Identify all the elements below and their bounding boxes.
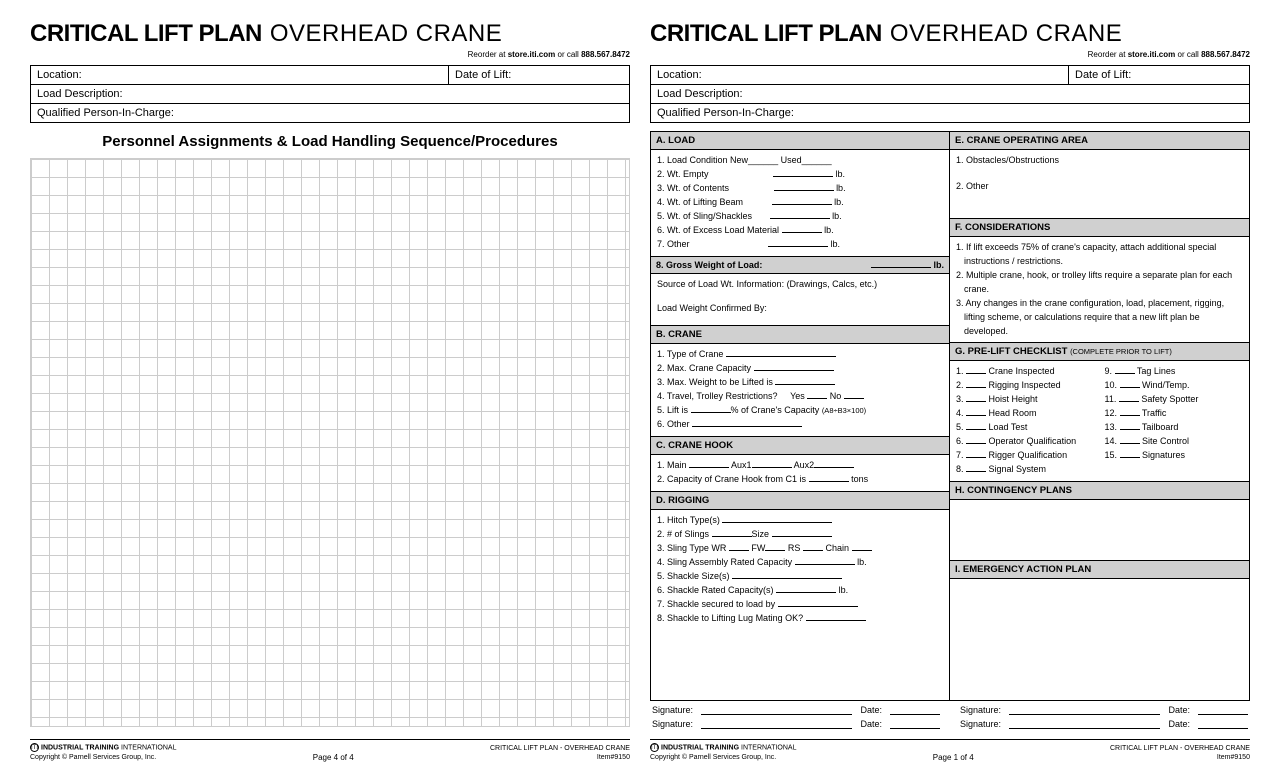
date-field[interactable]: Date of Lift: [449,66,629,84]
section-f: 1. If lift exceeds 75% of crane's capaci… [950,237,1249,343]
emergency-box[interactable] [950,579,1249,700]
logo-icon: ITI [650,743,659,752]
section-f-head: F. CONSIDERATIONS [950,218,1249,237]
section-c-head: C. CRANE HOOK [651,436,949,455]
title-light: OVERHEAD CRANE [270,20,502,48]
section-b-head: B. CRANE [651,325,949,344]
section-b[interactable]: 1. Type of Crane 2. Max. Crane Capacity … [651,344,949,436]
page-number: Page 4 of 4 [313,753,354,762]
qpc-field[interactable]: Qualified Person-In-Charge: [651,103,1249,122]
header-box: Location: Date of Lift: Load Description… [30,65,630,123]
grid-writing-area[interactable] [30,158,630,727]
section-e-head: E. CRANE OPERATING AREA [950,132,1249,150]
section-a-head: A. LOAD [651,132,949,150]
page-1: CRITICAL LIFT PLAN OVERHEAD CRANE Reorde… [650,20,1250,762]
title: CRITICAL LIFT PLAN OVERHEAD CRANE [30,20,630,48]
load-desc-field[interactable]: Load Description: [31,84,629,103]
section-i-head: I. EMERGENCY ACTION PLAN [950,560,1249,579]
load-desc-field[interactable]: Load Description: [651,84,1249,103]
section-d-head: D. RIGGING [651,491,949,510]
title: CRITICAL LIFT PLAN OVERHEAD CRANE [650,20,1250,48]
date-field[interactable]: Date of Lift: [1069,66,1249,84]
gross-weight[interactable]: 8. Gross Weight of Load: lb. [651,256,949,274]
footer: ITIINDUSTRIAL TRAINING INTERNATIONAL Cop… [650,739,1250,762]
section-a[interactable]: 1. Load Condition New______ Used______ 2… [651,150,949,256]
section-e[interactable]: 1. Obstacles/Obstructions 2. Other [950,150,1249,218]
page-4: CRITICAL LIFT PLAN OVERHEAD CRANE Reorde… [30,20,630,762]
contingency-box[interactable] [950,500,1249,561]
section-title: Personnel Assignments & Load Handling Se… [30,123,630,158]
logo-icon: ITI [30,743,39,752]
section-d[interactable]: 1. Hitch Type(s) 2. # of Slings Size 3. … [651,510,949,701]
section-h-head: H. CONTINGENCY PLANS [950,481,1249,500]
signature-block[interactable]: Signature:Date: Signature:Date: Signatur… [650,701,1250,735]
page-number: Page 1 of 4 [933,753,974,762]
qpc-field[interactable]: Qualified Person-In-Charge: [31,103,629,122]
location-field[interactable]: Location: [31,66,449,84]
location-field[interactable]: Location: [651,66,1069,84]
title-bold: CRITICAL LIFT PLAN [30,20,262,48]
section-c[interactable]: 1. Main Aux1 Aux2 2. Capacity of Crane H… [651,455,949,491]
header-box: Location: Date of Lift: Load Description… [650,65,1250,123]
reorder-line: Reorder at store.iti.com or call 888.567… [650,50,1250,59]
checklist[interactable]: 1. Crane Inspected 2. Rigging Inspected … [950,361,1249,481]
section-g-head: G. PRE-LIFT CHECKLIST (COMPLETE PRIOR TO… [950,342,1249,361]
footer: ITIINDUSTRIAL TRAINING INTERNATIONAL Cop… [30,739,630,762]
reorder-line: Reorder at store.iti.com or call 888.567… [30,50,630,59]
form-body: A. LOAD 1. Load Condition New______ Used… [650,131,1250,701]
